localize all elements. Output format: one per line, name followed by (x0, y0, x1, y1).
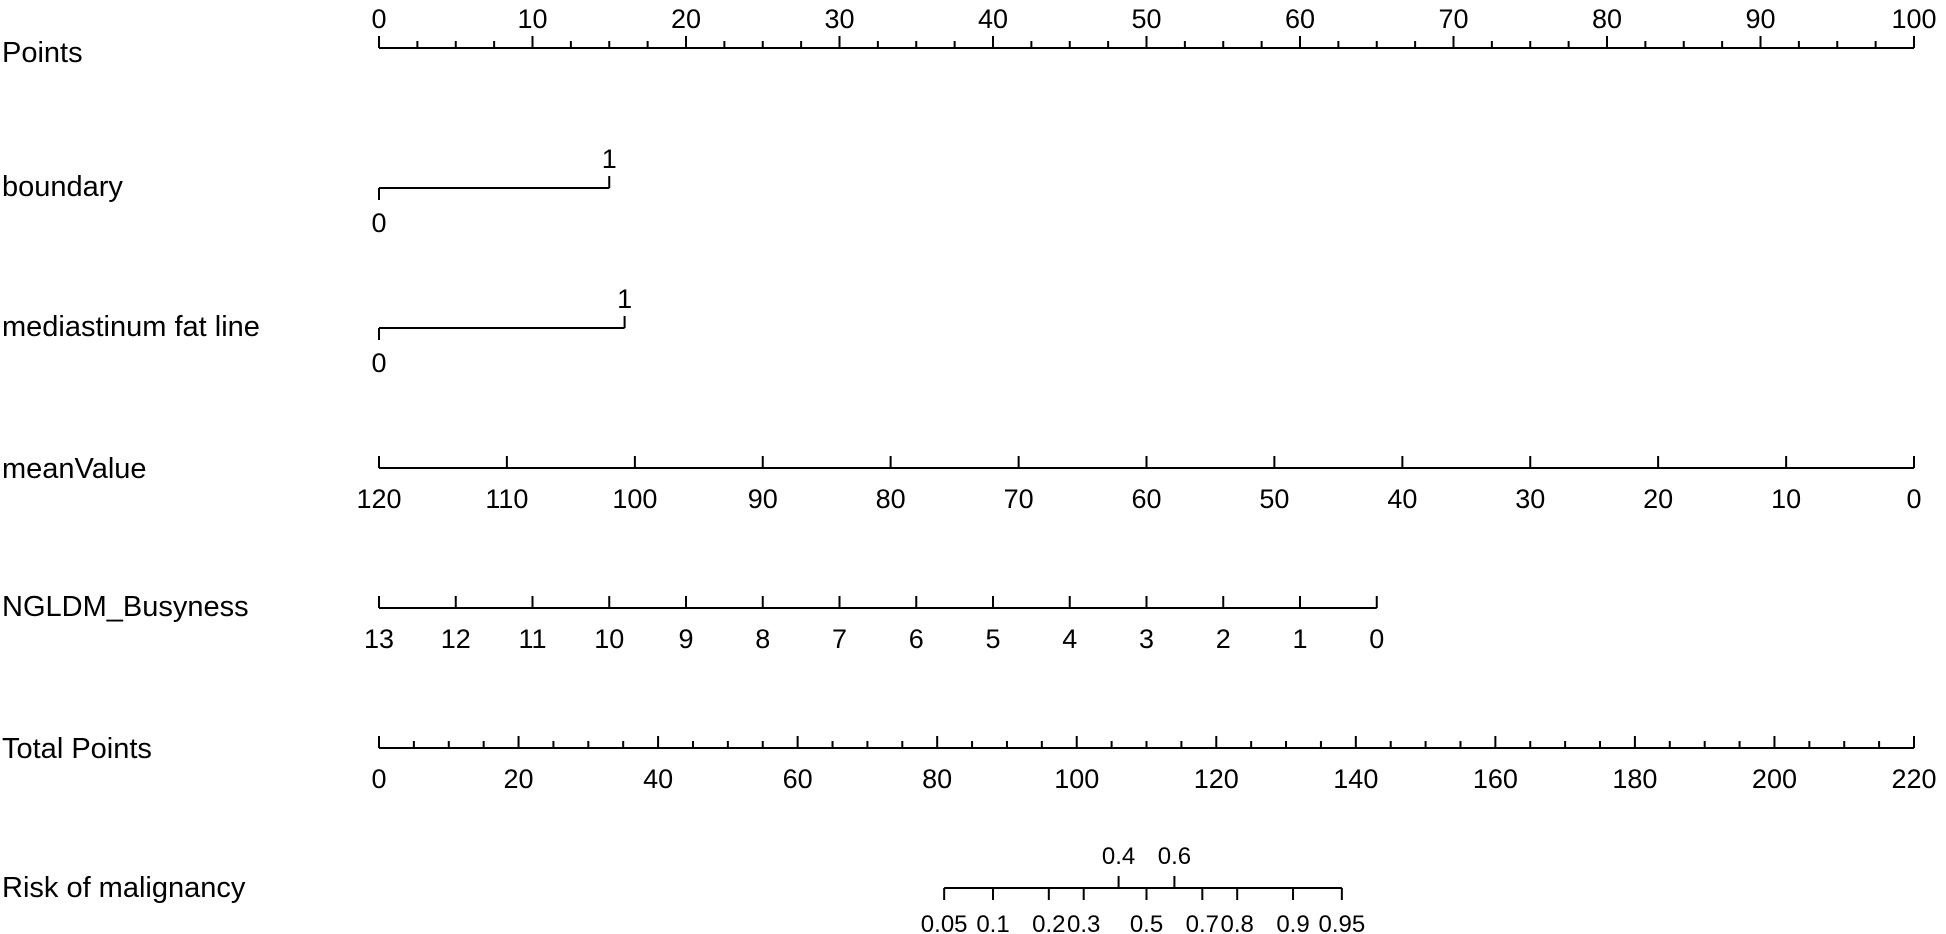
total-points-tick-label: 80 (922, 764, 952, 794)
meanvalue-tick-label: 10 (1771, 484, 1801, 514)
ngldm-busyness-tick-label: 8 (755, 624, 770, 654)
risk-tick-label: 0.1 (976, 911, 1009, 934)
total-points-tick-label: 100 (1054, 764, 1099, 794)
meanvalue-tick-label: 90 (748, 484, 778, 514)
ngldm-busyness-tick-label: 10 (594, 624, 624, 654)
row-label: NGLDM_Busyness (2, 591, 249, 623)
ngldm-busyness-tick-label: 1 (1292, 624, 1307, 654)
total-points-tick-label: 180 (1612, 764, 1657, 794)
ngldm-busyness-tick-label: 11 (518, 624, 546, 654)
total-points-tick-label: 120 (1194, 764, 1239, 794)
points-tick-label: 50 (1131, 4, 1161, 34)
row-label: mediastinum fat line (2, 311, 260, 343)
risk-tick-label: 0.5 (1130, 911, 1163, 934)
ngldm-busyness-tick-label: 6 (909, 624, 924, 654)
ngldm-busyness-tick-label: 5 (985, 624, 1000, 654)
points-tick-label: 20 (671, 4, 701, 34)
points-tick-label: 0 (371, 4, 386, 34)
points-tick-label: 10 (517, 4, 547, 34)
meanvalue-tick-label: 0 (1906, 484, 1921, 514)
meanvalue-tick-label: 80 (876, 484, 906, 514)
points-tick-label: 100 (1891, 4, 1936, 34)
meanvalue-tick-label: 120 (356, 484, 401, 514)
row-label: boundary (2, 171, 123, 203)
meanvalue-tick-label: 110 (485, 484, 528, 514)
risk-tick-label: 0.7 (1186, 911, 1219, 934)
ngldm-busyness-tick-label: 7 (832, 624, 847, 654)
risk-tick-label: 0.95 (1319, 911, 1366, 934)
meanvalue-tick-label: 50 (1259, 484, 1289, 514)
meanvalue-tick-label: 30 (1515, 484, 1545, 514)
ngldm-busyness-tick-label: 0 (1369, 624, 1384, 654)
risk-tick-label: 0.05 (921, 911, 968, 934)
total-points-tick-label: 200 (1752, 764, 1797, 794)
ngldm-busyness-tick-label: 3 (1139, 624, 1154, 654)
meanvalue-tick-label: 100 (612, 484, 657, 514)
total-points-tick-label: 0 (371, 764, 386, 794)
mediastinum-fat-line-level-label: 1 (617, 284, 632, 314)
meanvalue-tick-label: 70 (1004, 484, 1034, 514)
ngldm-busyness-tick-label: 2 (1216, 624, 1231, 654)
row-label: meanValue (2, 453, 147, 485)
row-label: Total Points (2, 733, 152, 765)
mediastinum-fat-line-level-label: 0 (371, 348, 386, 378)
meanvalue-tick-label: 60 (1131, 484, 1161, 514)
points-tick-label: 90 (1745, 4, 1775, 34)
total-points-tick-label: 60 (783, 764, 813, 794)
points-tick-label: 80 (1592, 4, 1622, 34)
row-label: Points (2, 37, 83, 69)
total-points-tick-label: 140 (1333, 764, 1378, 794)
risk-tick-label: 0.9 (1276, 911, 1309, 934)
points-tick-label: 60 (1285, 4, 1315, 34)
risk-tick-label: 0.8 (1221, 911, 1254, 934)
risk-tick-label: 0.3 (1067, 911, 1100, 934)
points-tick-label: 30 (824, 4, 854, 34)
points-tick-label: 70 (1438, 4, 1468, 34)
risk-tick-label: 0.2 (1032, 911, 1065, 934)
ngldm-busyness-tick-label: 12 (441, 624, 471, 654)
boundary-level-label: 1 (602, 144, 617, 174)
total-points-tick-label: 220 (1891, 764, 1936, 794)
total-points-tick-label: 40 (643, 764, 673, 794)
ngldm-busyness-tick-label: 9 (678, 624, 693, 654)
row-label: Risk of malignancy (2, 872, 246, 904)
meanvalue-tick-label: 20 (1643, 484, 1673, 514)
boundary-level-label: 0 (371, 208, 386, 238)
ngldm-busyness-tick-label: 4 (1062, 624, 1077, 654)
ngldm-busyness-tick-label: 13 (364, 624, 394, 654)
points-tick-label: 40 (978, 4, 1008, 34)
total-points-tick-label: 160 (1473, 764, 1518, 794)
meanvalue-tick-label: 40 (1387, 484, 1417, 514)
risk-tick-label: 0.4 (1102, 843, 1135, 870)
risk-tick-label: 0.6 (1158, 843, 1191, 870)
total-points-tick-label: 20 (504, 764, 534, 794)
